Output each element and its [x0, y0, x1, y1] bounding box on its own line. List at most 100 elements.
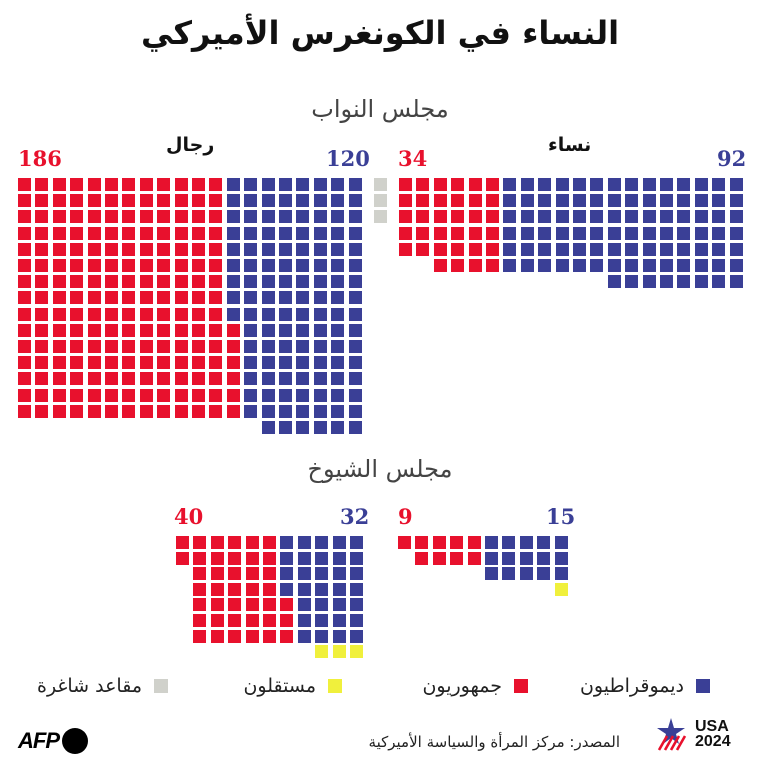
republican-seat	[451, 259, 464, 272]
democrat-seat	[537, 552, 550, 565]
democrat-seat	[244, 243, 257, 256]
democrat-seat	[677, 259, 690, 272]
republican-seat	[122, 243, 135, 256]
republican-seat	[88, 259, 101, 272]
democrat-seat	[350, 630, 363, 643]
democrat-seat	[712, 243, 725, 256]
republican-seat	[35, 243, 48, 256]
republican-seat	[70, 275, 83, 288]
democrat-seat	[279, 210, 292, 223]
republican-seat	[70, 405, 83, 418]
republican-seat	[433, 552, 446, 565]
republican-seat	[70, 194, 83, 207]
house-men-label: رجال	[166, 134, 215, 156]
democrat-seat	[331, 324, 344, 337]
democrat-seat	[244, 372, 257, 385]
democrat-seat	[296, 372, 309, 385]
democrat-seat	[556, 194, 569, 207]
republican-seat	[18, 340, 31, 353]
republican-seat	[140, 405, 153, 418]
republican-seat	[246, 552, 259, 565]
democrat-seat	[298, 598, 311, 611]
republican-seat	[450, 552, 463, 565]
democrat-seat	[314, 308, 327, 321]
democrat-seat	[280, 567, 293, 580]
democrat-seat	[296, 340, 309, 353]
democrat-seat	[331, 227, 344, 240]
afp-logo-text: AFP	[18, 728, 60, 753]
republican-seat	[434, 259, 447, 272]
republican-seat	[469, 178, 482, 191]
republican-seat	[88, 291, 101, 304]
republican-seat	[88, 356, 101, 369]
republican-seat	[451, 194, 464, 207]
senate-women-republican-count: 9	[398, 504, 413, 529]
republican-seat	[35, 324, 48, 337]
democrat-seat	[279, 308, 292, 321]
democrat-seat	[349, 210, 362, 223]
republican-seat	[192, 194, 205, 207]
democrat-seat	[625, 259, 638, 272]
republican-seat	[263, 614, 276, 627]
democrat-seat	[349, 275, 362, 288]
republican-seat	[399, 227, 412, 240]
democrat-seat	[349, 194, 362, 207]
republican-seat	[35, 194, 48, 207]
democrat-seat	[608, 259, 621, 272]
republican-seat	[157, 340, 170, 353]
republican-seat	[209, 243, 222, 256]
republican-seat	[105, 259, 118, 272]
democrat-seat	[280, 536, 293, 549]
republican-seat	[211, 567, 224, 580]
democrat-seat	[712, 210, 725, 223]
democrat-seat	[262, 178, 275, 191]
republican-seat	[53, 227, 66, 240]
republican-seat	[157, 194, 170, 207]
democrat-seat	[660, 210, 673, 223]
democrat-seat	[244, 308, 257, 321]
democrat-seat	[712, 275, 725, 288]
democrat-seat	[521, 227, 534, 240]
democrat-seat	[538, 243, 551, 256]
republican-seat	[246, 536, 259, 549]
democrat-seat	[712, 259, 725, 272]
republican-seat	[157, 308, 170, 321]
republican-seat	[53, 405, 66, 418]
democrat-seat	[227, 194, 240, 207]
democrat-seat	[608, 178, 621, 191]
republican-seat	[18, 227, 31, 240]
republican-seat	[228, 567, 241, 580]
republican-seat	[53, 324, 66, 337]
republican-seat	[399, 194, 412, 207]
democrat-seat	[314, 243, 327, 256]
democrat-seat	[521, 259, 534, 272]
democrat-seat	[643, 275, 656, 288]
republican-seat	[193, 552, 206, 565]
republican-seat	[53, 389, 66, 402]
democrat-seat	[660, 194, 673, 207]
democrat-seat	[730, 275, 743, 288]
republican-seat	[157, 243, 170, 256]
democrat-seat	[262, 372, 275, 385]
democrat-seat	[643, 178, 656, 191]
democrat-seat	[298, 552, 311, 565]
republican-seat	[70, 308, 83, 321]
republican-seat	[227, 405, 240, 418]
democrat-seat	[296, 308, 309, 321]
democrat-seat	[590, 194, 603, 207]
democrat-swatch-icon	[696, 679, 710, 693]
democrat-seat	[279, 291, 292, 304]
legend-label-vacant: مقاعد شاغرة	[36, 675, 142, 697]
republican-seat	[415, 552, 428, 565]
democrat-seat	[555, 567, 568, 580]
republican-seat	[175, 356, 188, 369]
republican-seat	[105, 324, 118, 337]
democrat-seat	[590, 243, 603, 256]
republican-seat	[53, 291, 66, 304]
republican-seat	[122, 405, 135, 418]
republican-seat	[209, 210, 222, 223]
senate-men-democrat-count: 32	[340, 504, 370, 529]
democrat-seat	[695, 178, 708, 191]
democrat-seat	[660, 275, 673, 288]
democrat-seat	[262, 243, 275, 256]
